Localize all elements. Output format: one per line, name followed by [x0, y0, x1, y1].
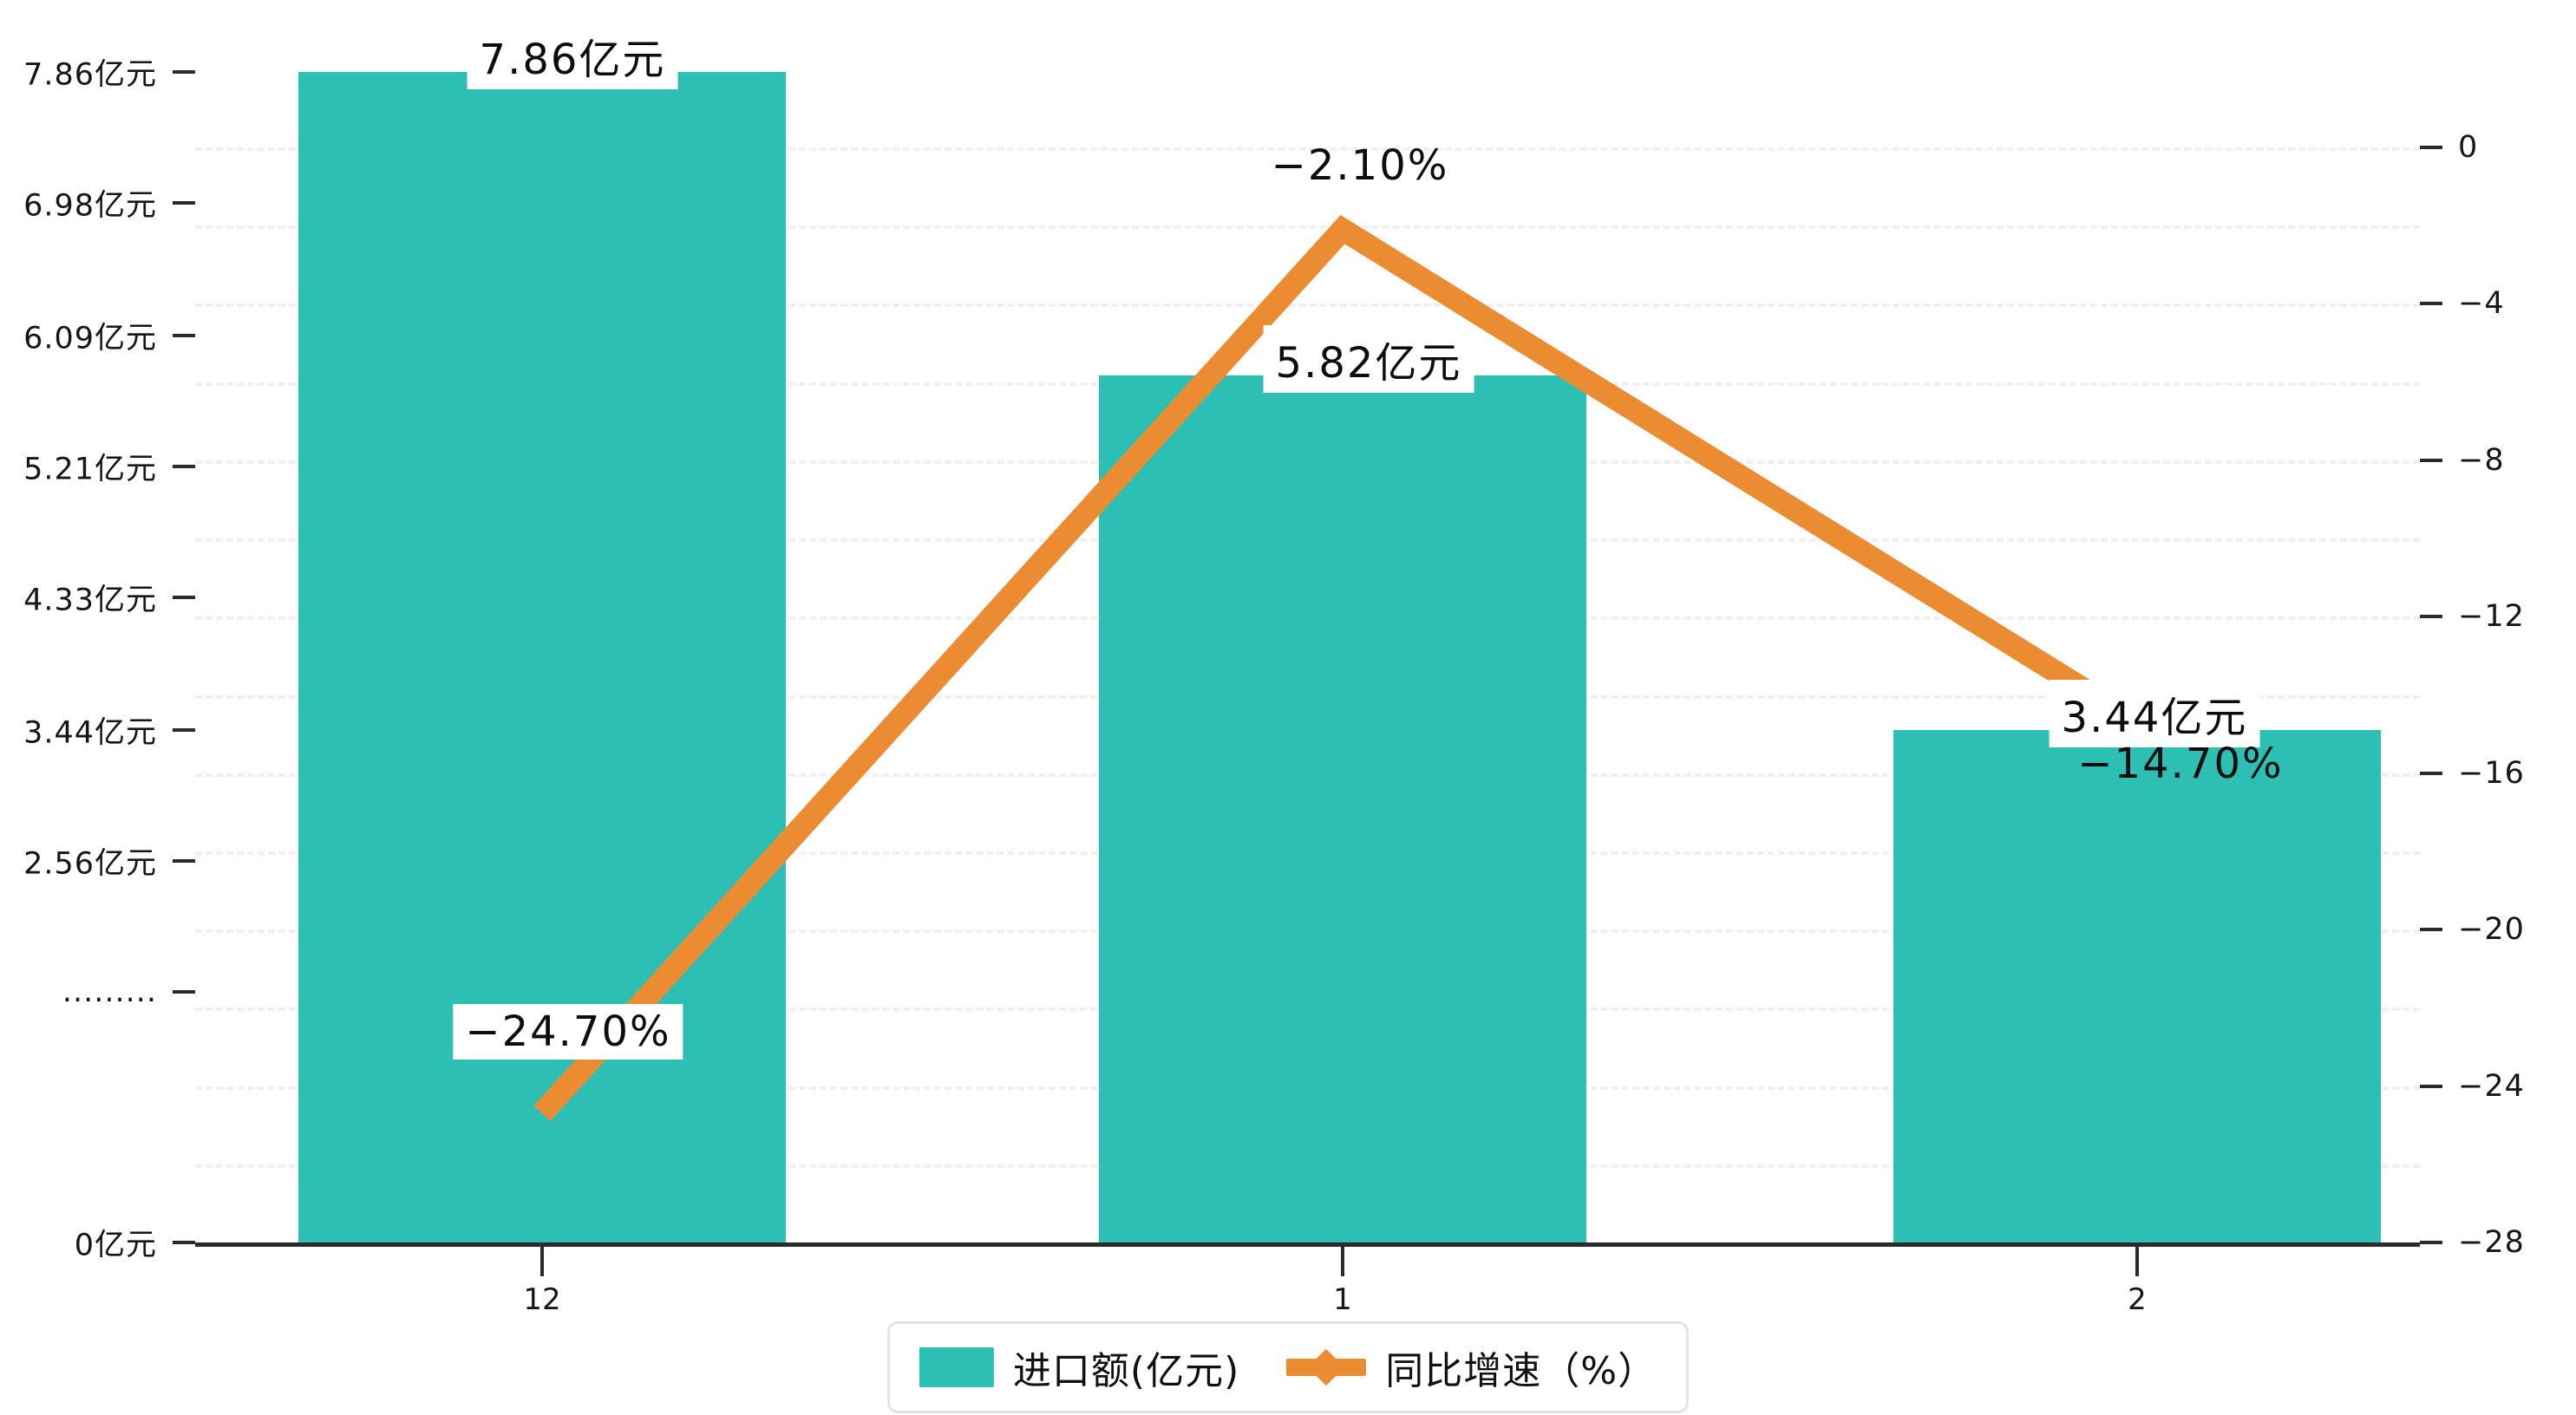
legend-line-marker-icon [1286, 1347, 1367, 1387]
legend-item[interactable]: 进口额(亿元) [919, 1340, 1239, 1395]
right-axis-tick-label: 0 [2458, 130, 2479, 165]
gridline-minor [195, 225, 2420, 230]
line-value-label: −14.70% [2077, 740, 2284, 789]
left-axis-tick [173, 1241, 195, 1244]
right-axis-tick-label: −4 [2458, 286, 2505, 322]
left-axis-tick-label: 5.21亿元 [23, 452, 157, 487]
left-axis-tick-label: ......... [62, 975, 157, 1010]
gridline [195, 147, 2420, 151]
right-axis-tick [2420, 146, 2442, 149]
left-axis-tick-label: 6.98亿元 [23, 188, 157, 224]
left-axis-tick-label: 3.44亿元 [23, 715, 157, 751]
bar[interactable] [1099, 375, 1586, 1242]
x-axis-tick [2135, 1247, 2139, 1276]
left-axis-tick [173, 859, 195, 864]
left-axis-tick-label: 4.33亿元 [23, 583, 157, 618]
right-axis-tick-label: −16 [2458, 755, 2525, 791]
right-axis-tick [2420, 458, 2442, 462]
x-axis-tick [540, 1247, 544, 1276]
gridline [195, 303, 2420, 308]
left-axis-tick [173, 201, 195, 205]
legend-item[interactable]: 同比增速（%） [1286, 1340, 1657, 1395]
bar-value-label: 5.82亿元 [1263, 325, 1474, 394]
x-axis-tick-label: 2 [2128, 1282, 2147, 1317]
right-axis-tick [2420, 615, 2442, 619]
chart-legend[interactable]: 进口额(亿元) 同比增速（%） [886, 1321, 1690, 1413]
left-axis-tick-label: 0亿元 [74, 1228, 157, 1263]
x-axis-baseline [195, 1242, 2420, 1247]
left-axis-tick [173, 465, 195, 469]
left-axis-tick-label: 7.86亿元 [23, 57, 157, 93]
right-axis-tick [2420, 1084, 2442, 1088]
x-axis-tick-label: 1 [1333, 1282, 1352, 1317]
right-axis-tick-label: −8 [2458, 442, 2505, 478]
line-value-label: −24.70% [453, 1004, 683, 1060]
left-axis-tick [173, 334, 195, 337]
left-axis-tick-label: 2.56亿元 [23, 846, 157, 882]
left-axis-tick [173, 990, 195, 994]
right-axis-tick [2420, 928, 2442, 932]
left-axis-tick [173, 596, 195, 600]
left-axis-tick [173, 70, 195, 74]
right-axis-tick [2420, 302, 2442, 306]
right-axis-tick-label: −20 [2458, 912, 2525, 948]
bar-value-label: 3.44亿元 [2049, 680, 2260, 748]
trend-line[interactable] [533, 214, 2143, 1121]
legend-bar-swatch-icon [919, 1347, 994, 1387]
x-axis-tick-label: 12 [523, 1282, 561, 1317]
legend-item-label: 同比增速（%） [1385, 1349, 1657, 1393]
x-axis-tick [1341, 1247, 1344, 1276]
right-axis-tick-label: −12 [2458, 599, 2525, 635]
left-axis-tick-label: 6.09亿元 [23, 321, 157, 356]
left-axis-tick [173, 728, 195, 733]
right-axis-tick-label: −28 [2458, 1225, 2525, 1260]
bar-value-label: 7.86亿元 [467, 22, 678, 89]
right-axis-tick-label: −24 [2458, 1068, 2525, 1104]
right-axis-tick [2420, 1241, 2442, 1244]
legend-item-label: 进口额(亿元) [1012, 1349, 1240, 1393]
bar[interactable] [1893, 730, 2381, 1242]
right-axis-tick [2420, 771, 2442, 775]
line-value-label: −2.10% [1271, 140, 1449, 190]
